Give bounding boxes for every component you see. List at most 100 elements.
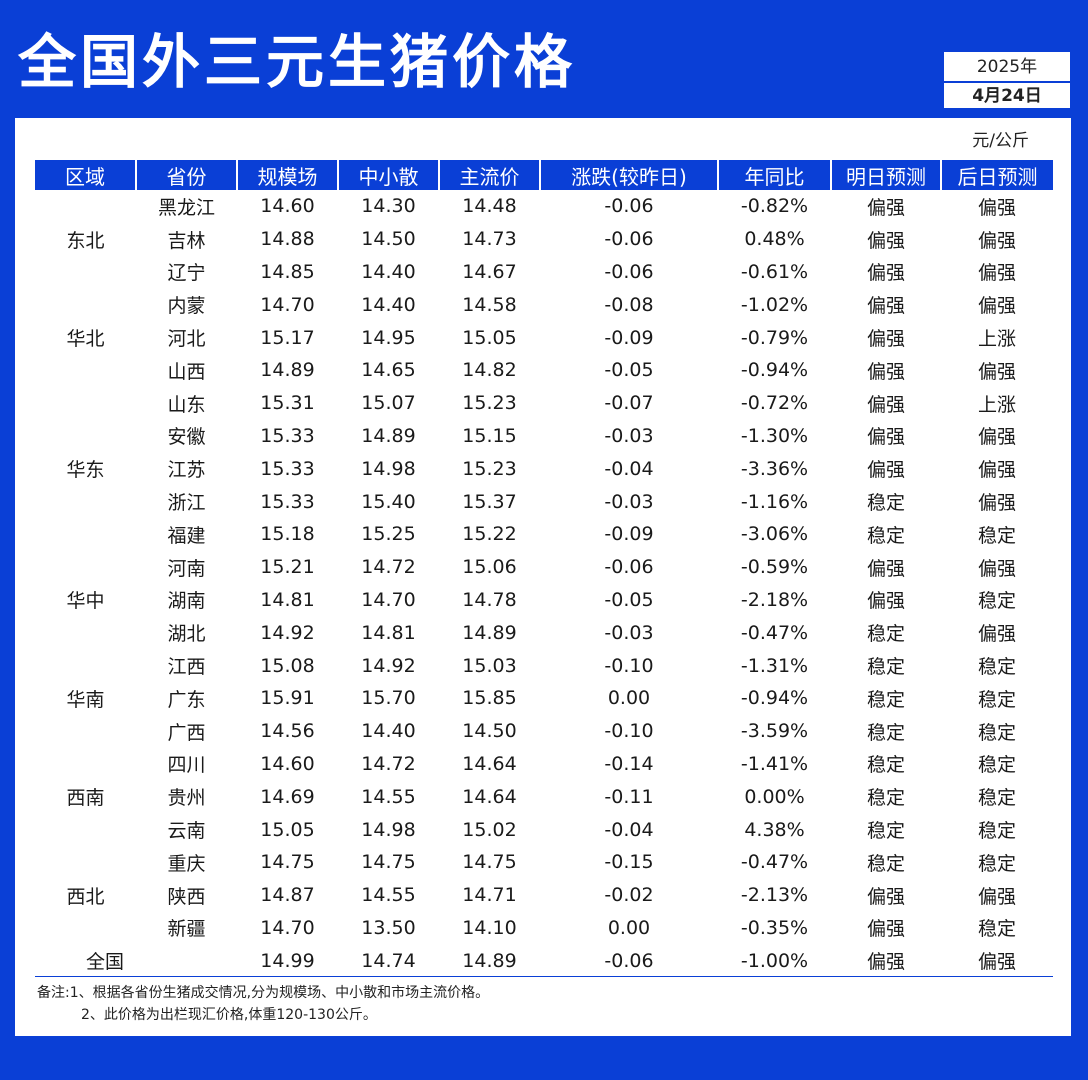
- mainstream-price: 14.10: [462, 916, 517, 939]
- table-row: 华北 内蒙 14.70 14.40 14.58 -0.08 -1.02% 偏强 偏强: [35, 288, 1053, 350]
- small-farm-price: 14.55: [361, 785, 416, 808]
- table-row: 福建 15.18 15.25 15.22 -0.09 -3.06% 稳定 稳定: [35, 518, 1053, 551]
- table-row: 华南 江西 15.08 14.92 15.03 -0.10 -1.31% 稳定 稳定: [35, 649, 1053, 711]
- forecast-tomorrow: 偏强: [866, 360, 905, 383]
- province-cell: 安徽: [167, 426, 206, 449]
- yoy-change: -0.61%: [740, 260, 809, 283]
- daily-change: -0.09: [604, 523, 654, 546]
- forecast-day-after: 稳定: [977, 787, 1016, 810]
- table-row: 云南 15.05 14.98 15.02 -0.04 4.38% 稳定 稳定: [35, 813, 1053, 846]
- yoy-change: -0.59%: [740, 556, 809, 579]
- forecast-tomorrow: 偏强: [866, 590, 905, 613]
- daily-change: -0.06: [604, 556, 654, 579]
- province-cell: 重庆: [167, 852, 206, 875]
- daily-change: -0.08: [604, 293, 654, 316]
- forecast-tomorrow: 稳定: [866, 820, 905, 843]
- region-cell: 华北: [66, 328, 105, 351]
- forecast-tomorrow: 稳定: [866, 524, 905, 547]
- mainstream-price: 14.78: [462, 588, 517, 611]
- yoy-change: -0.94%: [740, 687, 809, 710]
- table-row: 华中 河南 15.21 14.72 15.06 -0.06 -0.59% 偏强 偏强: [35, 551, 1053, 612]
- small-farm-price: 14.72: [361, 752, 416, 775]
- forecast-tomorrow: 偏强: [866, 196, 905, 219]
- daily-change: 0.00: [607, 916, 651, 939]
- large-farm-price: 14.85: [260, 260, 315, 283]
- date-day: 4月24日: [972, 86, 1042, 106]
- forecast-tomorrow: 稳定: [866, 492, 905, 515]
- large-farm-price: 15.31: [260, 392, 315, 415]
- table-row: 江苏 15.33 14.98 15.23 -0.04 -3.36% 偏强 偏强: [35, 452, 1053, 485]
- forecast-tomorrow: 偏强: [866, 459, 905, 482]
- province-cell: 河北: [167, 328, 206, 351]
- mainstream-price: 14.67: [462, 260, 517, 283]
- table-row: 辽宁 14.85 14.40 14.67 -0.06 -0.61% 偏强 偏强: [35, 256, 1053, 289]
- forecast-tomorrow: 偏强: [866, 295, 905, 318]
- table-row: 新疆 14.70 13.50 14.10 0.00 -0.35% 偏强 稳定: [35, 912, 1053, 945]
- mainstream-price: 15.23: [462, 457, 517, 480]
- mainstream-price: 14.64: [462, 752, 517, 775]
- daily-change: -0.03: [604, 621, 654, 644]
- small-farm-price: 14.81: [361, 621, 416, 644]
- table-row: 华东 山东 15.31 15.07 15.23 -0.07 -0.72% 偏强 上涨: [35, 387, 1053, 481]
- large-farm-price: 14.60: [260, 752, 315, 775]
- daily-change: -0.11: [604, 785, 654, 808]
- small-farm-price: 14.75: [361, 851, 416, 874]
- header-cell: 后日预测: [940, 160, 1053, 190]
- large-farm-price: 15.17: [260, 326, 315, 349]
- header-cell: 区域: [35, 160, 136, 190]
- forecast-day-after: 稳定: [977, 754, 1016, 777]
- yoy-change: -1.30%: [740, 424, 809, 447]
- province-cell: 江西: [167, 656, 206, 679]
- daily-change: -0.02: [604, 884, 654, 907]
- daily-change: -0.03: [604, 424, 654, 447]
- daily-change: -0.03: [604, 490, 654, 513]
- yoy-change: -2.13%: [740, 884, 809, 907]
- header-cell: 主流价: [438, 160, 540, 190]
- yoy-change: -3.36%: [740, 457, 809, 480]
- price-panel: 元/公斤 区域 省份 规模场 中小散 主流价 涨跌(较昨日) 年同比 明日预测 …: [15, 118, 1071, 1036]
- daily-change: -0.05: [604, 359, 654, 382]
- note-line-2: 2、此价格为出栏现汇价格,体重120-130公斤。: [81, 1007, 377, 1023]
- date-divider: [944, 81, 1070, 83]
- forecast-tomorrow: 稳定: [866, 688, 905, 711]
- yoy-change: -0.35%: [740, 916, 809, 939]
- small-farm-price: 14.55: [361, 884, 416, 907]
- daily-change: -0.06: [604, 949, 654, 972]
- forecast-day-after: 偏强: [977, 492, 1016, 515]
- province-cell: 山东: [167, 393, 206, 416]
- daily-change: -0.05: [604, 588, 654, 611]
- yoy-change: -0.72%: [740, 392, 809, 415]
- small-farm-price: 13.50: [361, 916, 416, 939]
- large-farm-price: 15.33: [260, 490, 315, 513]
- table-row: 吉林 14.88 14.50 14.73 -0.06 0.48% 偏强 偏强: [35, 223, 1053, 256]
- forecast-day-after: 偏强: [977, 360, 1016, 383]
- table-row: 陕西 14.87 14.55 14.71 -0.02 -2.13% 偏强 偏强: [35, 879, 1053, 912]
- province-cell: 新疆: [167, 918, 206, 941]
- yoy-change: -1.00%: [740, 949, 809, 972]
- header-cell: 明日预测: [830, 160, 941, 190]
- forecast-day-after: 稳定: [977, 820, 1016, 843]
- forecast-day-after: 偏强: [977, 459, 1016, 482]
- yoy-change: -0.47%: [740, 851, 809, 874]
- header-cell: 规模场: [236, 160, 338, 190]
- large-farm-price: 14.92: [260, 621, 315, 644]
- forecast-day-after: 偏强: [977, 295, 1016, 318]
- large-farm-price: 14.81: [260, 588, 315, 611]
- large-farm-price: 14.89: [260, 359, 315, 382]
- daily-change: -0.09: [604, 326, 654, 349]
- province-cell: 河南: [167, 557, 206, 580]
- forecast-tomorrow: 偏强: [866, 262, 905, 285]
- daily-change: -0.10: [604, 720, 654, 743]
- daily-change: -0.14: [604, 752, 654, 775]
- forecast-day-after: 偏强: [977, 229, 1016, 252]
- date-box: 2025年 4月24日: [942, 50, 1072, 110]
- large-farm-price: 15.18: [260, 523, 315, 546]
- region-cell: 华东: [66, 459, 105, 482]
- forecast-day-after: 偏强: [977, 557, 1016, 580]
- large-farm-price: 14.69: [260, 785, 315, 808]
- forecast-day-after: 稳定: [977, 688, 1016, 711]
- yoy-change: -2.18%: [740, 588, 809, 611]
- forecast-tomorrow: 偏强: [866, 885, 905, 908]
- forecast-day-after: 偏强: [977, 885, 1016, 908]
- mainstream-price: 15.85: [462, 687, 517, 710]
